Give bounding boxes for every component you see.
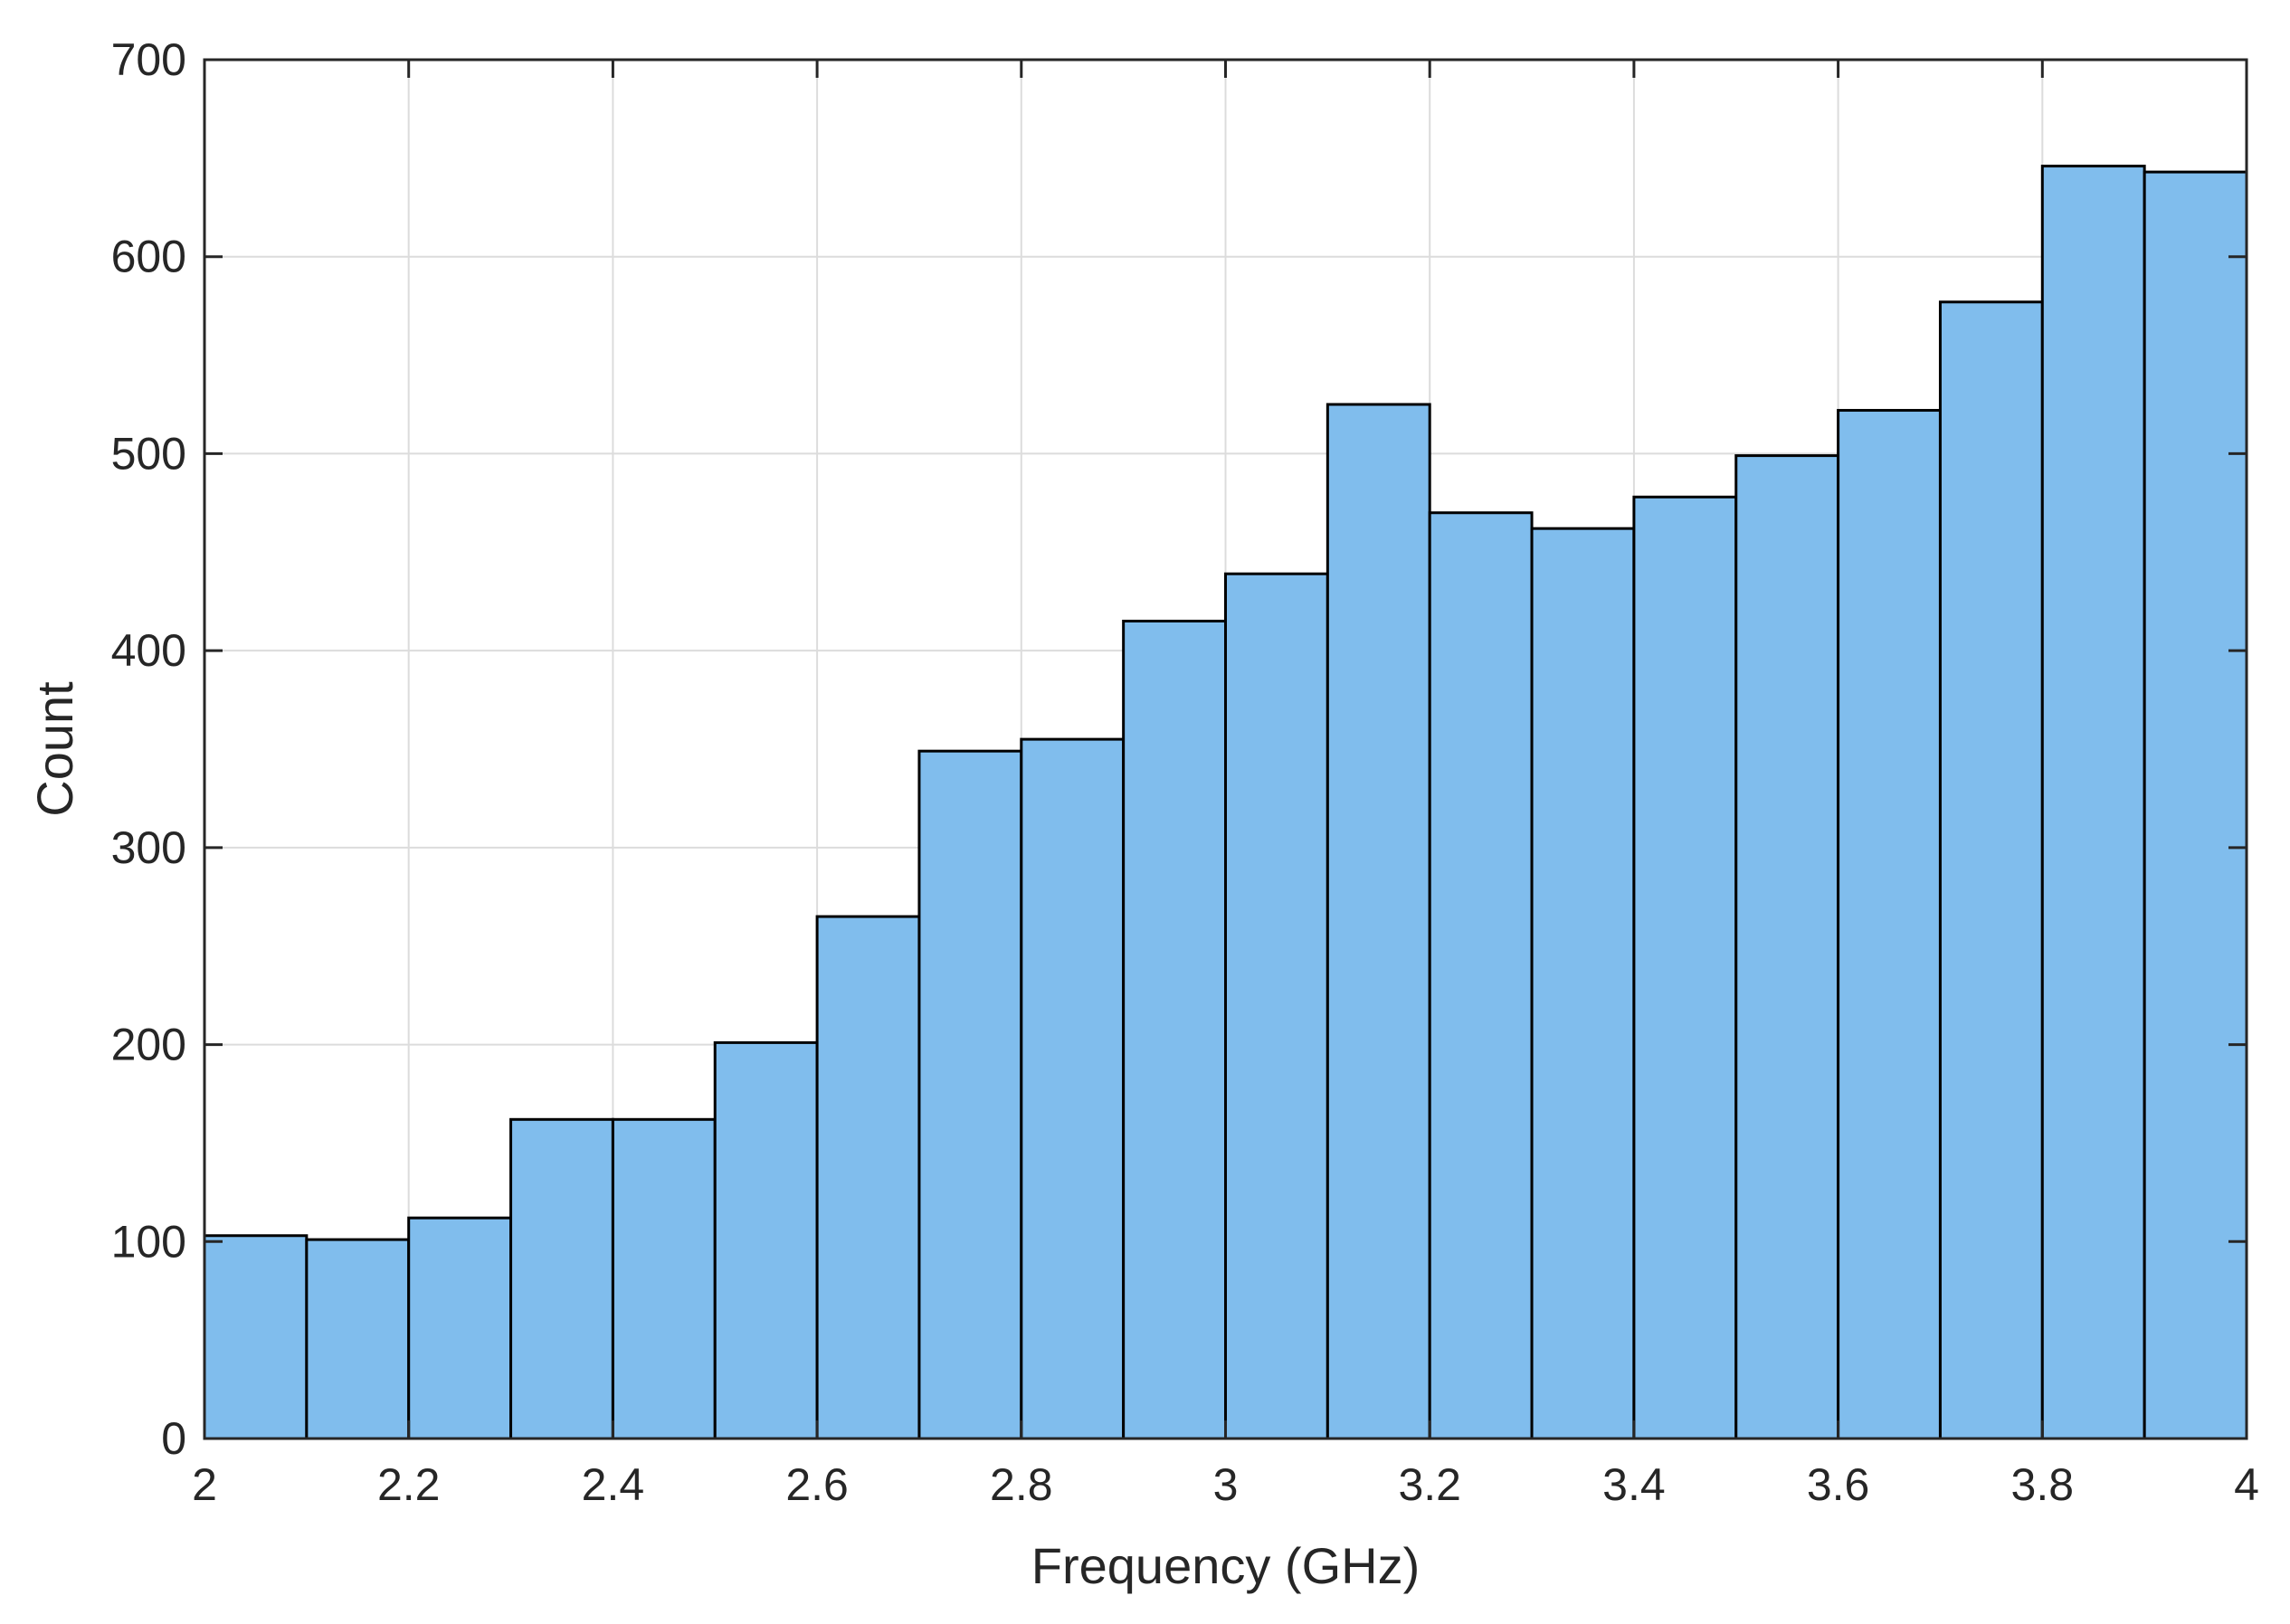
y-tick-labels: 0 100 200 300 400 500 600 700 [111,34,186,1464]
y-tick-label: 700 [111,34,186,85]
histogram-bar [1530,527,1636,1440]
histogram-bar [611,1117,717,1440]
y-tick-label: 400 [111,625,186,676]
histogram-bar [203,1234,309,1440]
y-axis-label: Count [26,681,83,817]
y-tick-label: 300 [111,822,186,873]
histogram-bar [509,1117,614,1440]
x-tick-label: 3.2 [1398,1459,1461,1510]
x-tick-label: 2.2 [377,1459,441,1510]
y-tick-label: 100 [111,1216,186,1267]
histogram-bar [1326,403,1431,1440]
histogram-bar [1020,737,1126,1440]
x-tick-label: 3 [1213,1459,1239,1510]
histogram-bar [1428,511,1534,1440]
histogram-bar [305,1238,411,1440]
y-tick-label: 200 [111,1020,186,1070]
histogram-bar [407,1216,513,1440]
histogram-bar [2143,170,2248,1440]
histogram-bar [713,1040,819,1440]
x-tick-label: 3.6 [1807,1459,1870,1510]
x-tick-label: 3.4 [1602,1459,1666,1510]
y-tick-label: 600 [111,232,186,282]
x-tick-label: 2 [192,1459,217,1510]
x-axis-label: Frequency (GHz) [1031,1537,1420,1594]
histogram-bar [1122,619,1228,1440]
axes [203,58,2248,1440]
histogram-bar [1938,300,2044,1440]
histogram-bar [1734,454,1840,1440]
histogram-bar [1632,495,1738,1440]
x-tick-label: 2.6 [785,1459,849,1510]
histogram-bar [815,915,921,1440]
histogram-bars [203,165,2248,1440]
histogram-bar [917,749,1023,1440]
x-tick-label: 3.8 [2011,1459,2075,1510]
histogram-bar [1224,572,1329,1440]
x-tick-label: 2.4 [582,1459,645,1510]
y-tick-label: 0 [161,1413,186,1464]
y-tick-label: 500 [111,428,186,479]
x-tick-label: 4 [2234,1459,2259,1510]
x-tick-label: 2.8 [990,1459,1053,1510]
x-tick-labels: 2 2.2 2.4 2.6 2.8 3 3.2 3.4 3.6 3.8 4 [192,1459,2259,1510]
histogram-bar [2040,165,2146,1440]
histogram-bar [1837,409,1942,1440]
